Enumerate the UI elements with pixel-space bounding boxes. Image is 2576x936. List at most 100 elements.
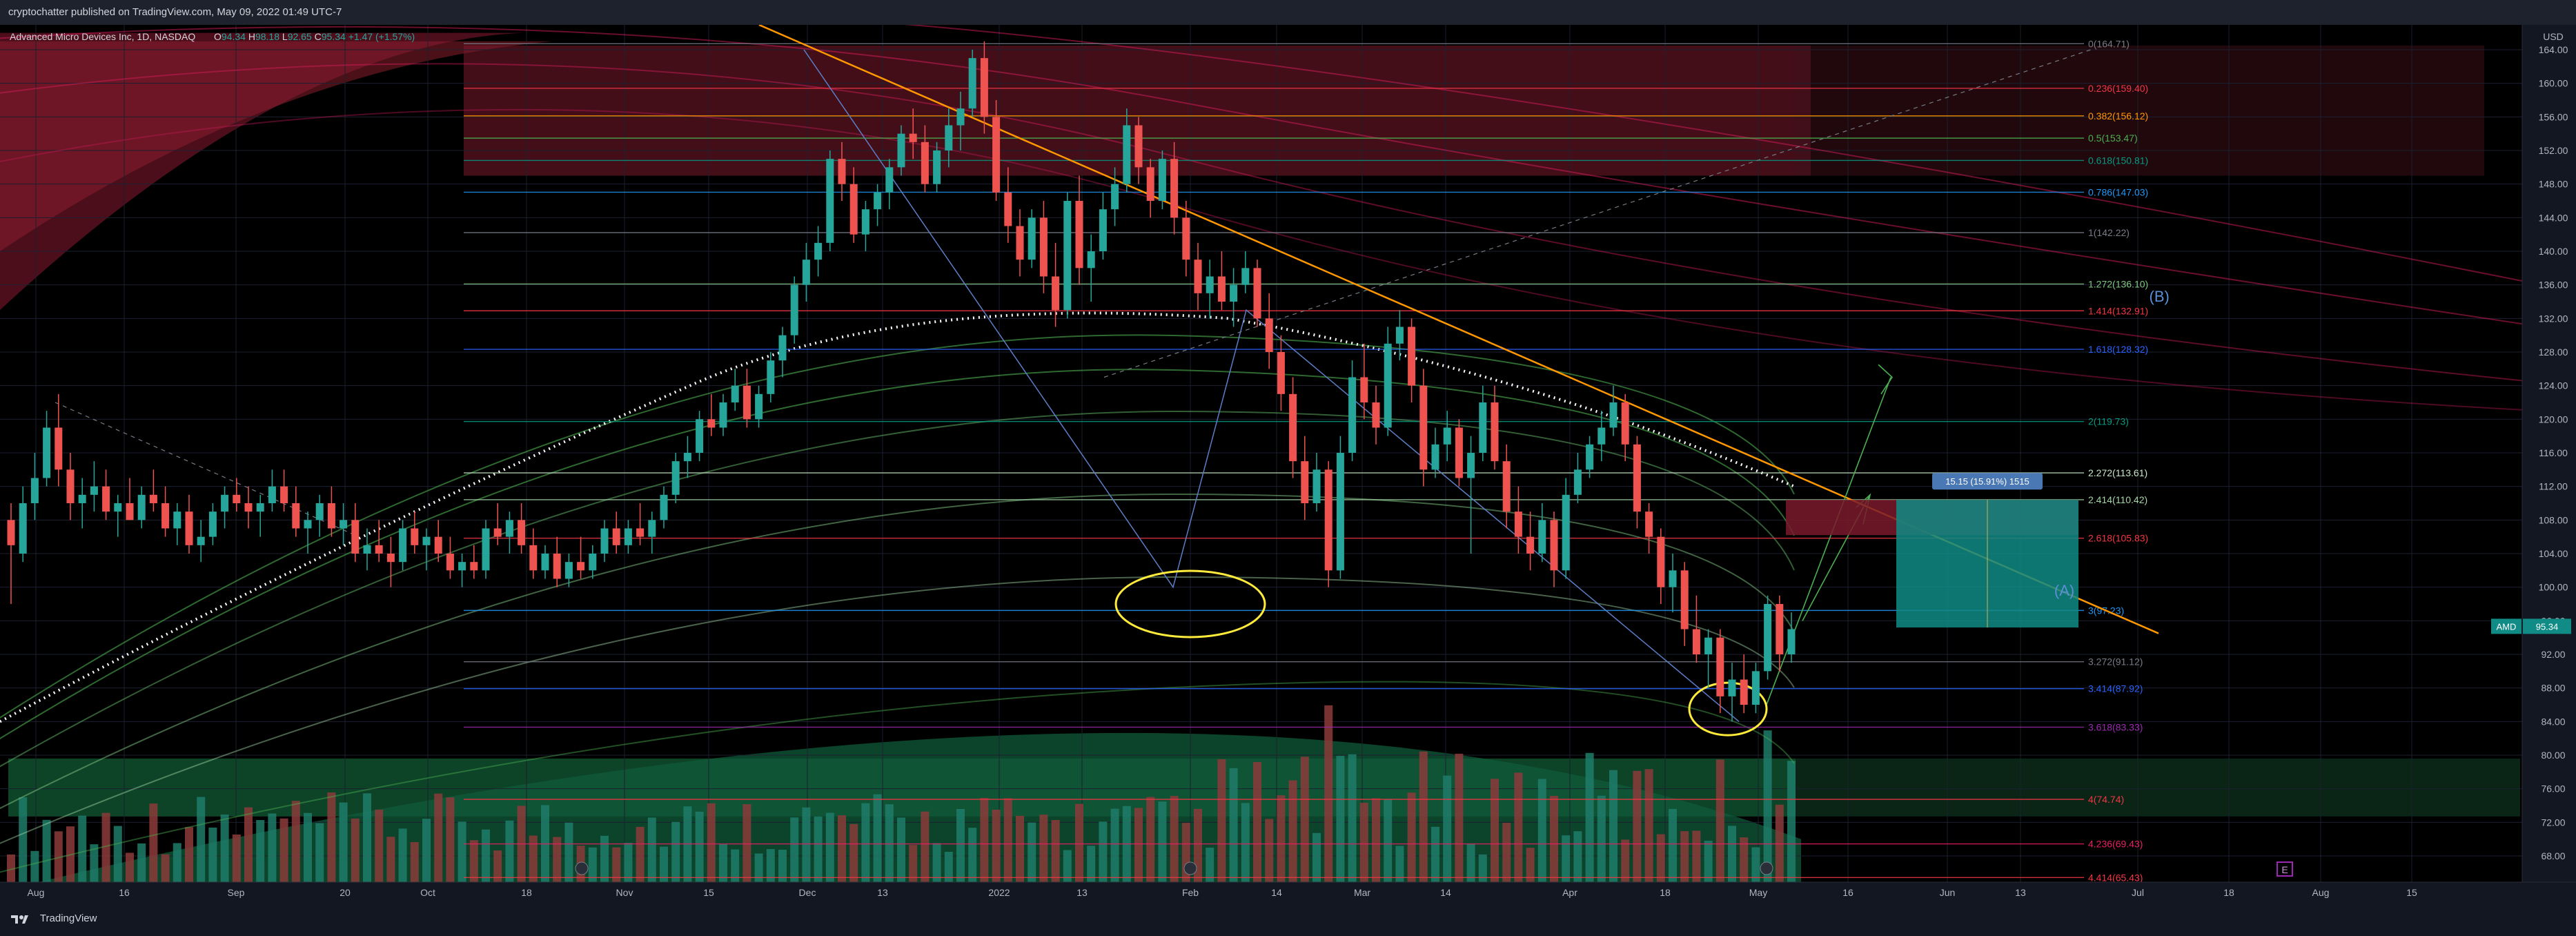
candle-body bbox=[1514, 511, 1522, 537]
volume-bar bbox=[861, 803, 870, 882]
candle-body bbox=[493, 528, 502, 537]
candle-body bbox=[518, 520, 526, 545]
candle-body bbox=[66, 469, 75, 503]
candle-body bbox=[1182, 217, 1190, 260]
candle-body bbox=[1099, 209, 1107, 251]
ohlc-value: 94.34 bbox=[222, 31, 248, 42]
candle-body bbox=[78, 494, 86, 503]
wave-label: (B) bbox=[2150, 288, 2170, 305]
volume-bar bbox=[790, 817, 799, 882]
volume-bar bbox=[1158, 801, 1167, 882]
measure-tooltip-text: 15.15 (15.91%) 1515 bbox=[1945, 476, 2029, 487]
volume-bar bbox=[1253, 762, 1261, 882]
candle-body bbox=[233, 494, 241, 503]
volume-bar bbox=[1039, 815, 1048, 882]
candle-body bbox=[1289, 393, 1297, 462]
candle-body bbox=[1277, 352, 1285, 394]
volume-bar bbox=[54, 831, 63, 882]
candles bbox=[7, 41, 1796, 722]
drawings[interactable]: 15.15 (15.91%) 1515 bbox=[55, 25, 2159, 737]
ma-ribbon-line bbox=[0, 369, 1795, 740]
ohlc-value: 98.18 bbox=[255, 31, 282, 42]
candle-body bbox=[114, 503, 122, 512]
volume-bar bbox=[944, 852, 953, 882]
candle-body bbox=[1134, 125, 1143, 168]
volume-bar bbox=[1194, 808, 1202, 882]
volume-bar bbox=[1407, 792, 1416, 882]
dotted-ma-line bbox=[0, 311, 1795, 723]
volume-bar bbox=[885, 804, 894, 882]
ohlc-label: L bbox=[282, 31, 288, 42]
volume-bar bbox=[1787, 761, 1796, 882]
candle-body bbox=[399, 528, 407, 563]
volume-bar bbox=[1395, 846, 1404, 882]
volume-bar bbox=[1277, 795, 1286, 882]
long-term-arrow bbox=[1766, 377, 1891, 705]
volume-bar bbox=[493, 850, 502, 882]
last-price-value-badge bbox=[2523, 618, 2571, 634]
candle-body bbox=[1728, 679, 1736, 696]
candle-body bbox=[849, 184, 858, 235]
legend-ohlc: O94.34 H98.18 L92.65 C95.34 +1.47 (+1.57… bbox=[214, 31, 415, 42]
price-tick-label: 136.00 bbox=[2539, 280, 2568, 291]
fib-level-label: 3.272(91.12) bbox=[2088, 656, 2143, 667]
time-tick-label: 13 bbox=[877, 887, 888, 898]
volume-bar bbox=[968, 828, 977, 882]
candle-body bbox=[1586, 444, 1594, 470]
volume-bar bbox=[1384, 799, 1393, 882]
chart-labels: (A)(B)(C)E bbox=[575, 288, 2293, 877]
time-tick-label: 15 bbox=[703, 887, 714, 898]
volume-bar bbox=[315, 823, 324, 882]
price-tick-label: 100.00 bbox=[2539, 582, 2568, 593]
volume-bar bbox=[529, 835, 538, 882]
candle-body bbox=[897, 133, 905, 168]
candle-body bbox=[1372, 402, 1380, 428]
candle-body bbox=[268, 486, 276, 503]
fibonacci-levels: 0(164.71) 0.236(159.40) 0.382(156.12) 0.5(1… bbox=[464, 38, 2148, 883]
tradingview-logo[interactable]: TradingView bbox=[10, 913, 97, 925]
candle-body bbox=[1336, 453, 1344, 571]
candle-body bbox=[1609, 402, 1618, 428]
volume-bar bbox=[66, 826, 75, 882]
fib-level-label: 0.618(150.81) bbox=[2088, 155, 2148, 166]
volume-bar bbox=[1443, 775, 1452, 882]
volume-bar bbox=[1573, 831, 1582, 882]
volume-bar bbox=[434, 793, 443, 882]
wave-a-highlight bbox=[1114, 569, 1266, 638]
candle-body bbox=[1633, 444, 1641, 512]
candle-body bbox=[1111, 184, 1119, 210]
volume-bar bbox=[1514, 772, 1523, 882]
candle-body bbox=[386, 554, 395, 563]
price-chart[interactable]: 0(164.71) 0.236(159.40) 0.382(156.12) 0.5(1… bbox=[0, 25, 2576, 904]
volume-bar bbox=[1644, 769, 1653, 882]
volume-bar bbox=[1455, 753, 1464, 882]
candle-body bbox=[1443, 427, 1451, 445]
candle-body bbox=[743, 385, 751, 420]
volume-bar bbox=[992, 809, 1001, 882]
price-tick-label: 156.00 bbox=[2539, 111, 2568, 122]
candle-body bbox=[1491, 402, 1499, 462]
candle-body bbox=[1538, 520, 1546, 554]
time-tick-label: Mar bbox=[1354, 887, 1370, 898]
volume-bar bbox=[1051, 819, 1060, 882]
candle-body bbox=[992, 117, 1001, 193]
candle-body bbox=[1669, 570, 1677, 587]
price-tick-label: 124.00 bbox=[2539, 380, 2568, 391]
volume-bar bbox=[304, 812, 312, 882]
earnings-marker bbox=[575, 861, 589, 875]
volume-bar bbox=[612, 847, 621, 882]
volume-bar bbox=[1348, 754, 1357, 882]
volume-bar bbox=[731, 849, 740, 882]
candle-body bbox=[1419, 385, 1428, 470]
time-tick-label: 18 bbox=[2223, 887, 2234, 898]
candle-body bbox=[1087, 251, 1095, 269]
volume-bar bbox=[268, 813, 277, 882]
candle-body bbox=[1123, 125, 1131, 184]
volume-bar bbox=[42, 819, 51, 882]
candle-body bbox=[731, 385, 739, 402]
volume-bar bbox=[1028, 822, 1036, 882]
volume-bar bbox=[814, 816, 823, 882]
time-tick-label: Aug bbox=[28, 887, 45, 898]
candle-body bbox=[600, 528, 609, 554]
candle-body bbox=[707, 419, 716, 428]
